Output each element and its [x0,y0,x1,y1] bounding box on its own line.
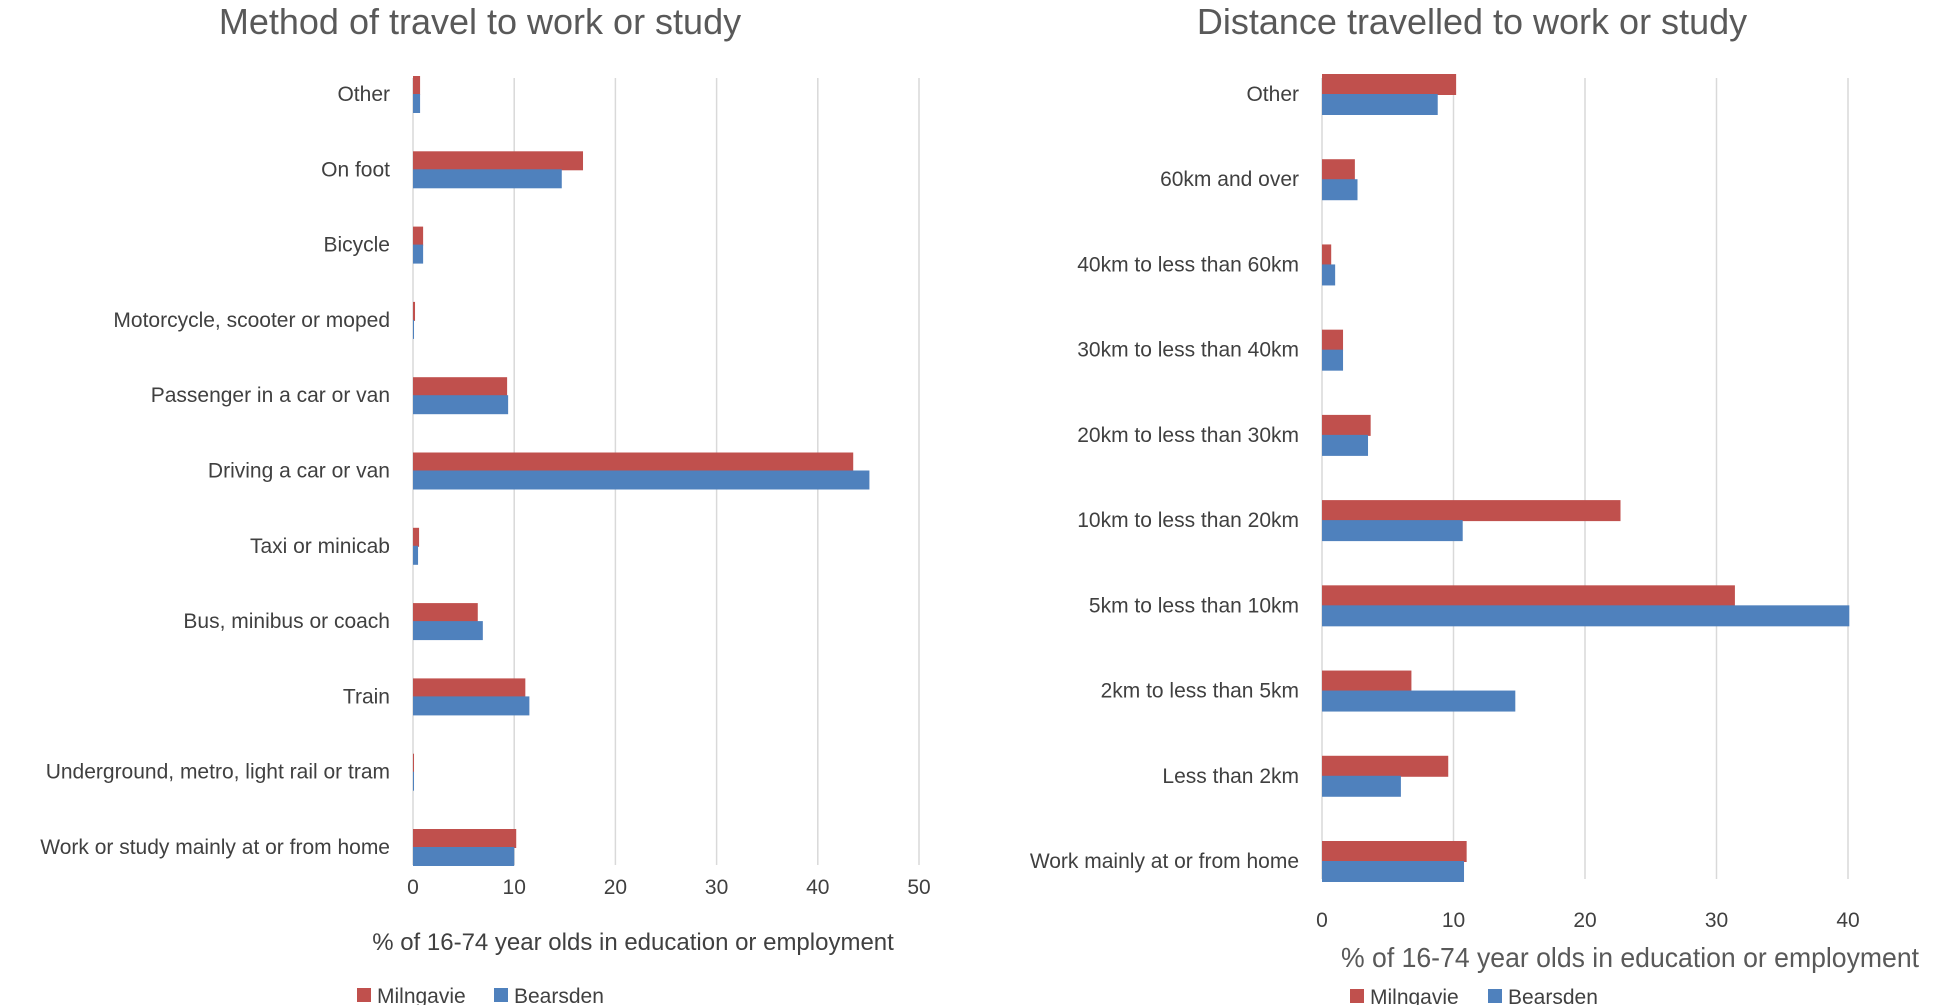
category-label: Passenger in a car or van [151,384,390,407]
x-tick-label: 30 [705,876,728,899]
bar-milngavie [413,151,584,171]
bar-bearsden [1322,520,1463,542]
bar-bearsden [413,545,419,565]
bar-milngavie [1322,329,1344,351]
bar-milngavie [1322,74,1457,95]
tick-labels: 0 10 20 30 40 50 [407,876,931,899]
bar-milngavie [1322,755,1449,777]
category-labels: Other On foot Bicycle Motorcycle, scooter o… [40,83,390,859]
bar-milngavie [413,452,854,472]
bar-bearsden [1322,690,1516,712]
category-label: Driving a car or van [208,460,390,483]
chart-title: Method of travel to work or study [219,1,741,42]
bar-bearsden [1322,179,1358,201]
bar-milngavie [413,829,517,848]
bar-bearsden [413,621,483,641]
x-axis-title: % of 16-74 year olds in education or emp… [1341,942,1919,973]
bar-milngavie [413,678,526,698]
x-tick-label: 20 [604,876,627,899]
bar-bearsden [413,94,421,113]
bar-bearsden [1322,605,1850,627]
gridlines [1321,78,1849,879]
bar-milngavie [413,603,478,623]
category-label: Other [337,83,390,106]
legend-swatch-bearsden [1488,989,1502,1003]
bar-bearsden [413,319,415,339]
category-label: Other [1246,83,1299,106]
category-label: Train [343,685,390,708]
x-tick-label: 50 [907,876,930,899]
category-label: 2km to less than 5km [1101,680,1299,703]
chart-title: Distance travelled to work or study [1197,1,1747,42]
x-tick-label: 40 [1836,909,1859,932]
category-label: Work mainly at or from home [1030,850,1299,873]
bars [413,76,870,866]
x-tick-label: 20 [1573,909,1596,932]
bar-bearsden [413,244,424,264]
bar-milngavie [1322,244,1332,266]
bar-bearsden [413,771,415,791]
bar-milngavie [1322,500,1621,522]
bar-bearsden [413,169,562,189]
bar-bearsden [1322,861,1465,882]
bar-milngavie [413,76,421,95]
bar-milngavie [1322,670,1412,692]
bar-milngavie [413,753,415,773]
x-tick-label: 10 [503,876,526,899]
tick-labels: 0 10 20 30 40 [1316,909,1860,932]
bar-bearsden [1322,775,1401,797]
category-label: Bicycle [323,234,390,257]
bar-milngavie [1322,841,1467,862]
bar-milngavie [413,377,508,397]
bar-milngavie [1322,585,1735,607]
legend-swatch-bearsden [494,988,508,1002]
x-tick-label: 0 [407,876,419,899]
legend-label-milngavie: Milngavie [377,985,466,1005]
legend: Milngavie Bearsden [1350,986,1598,1005]
category-label: 10km to less than 20km [1077,509,1299,532]
category-label: Work or study mainly at or from home [40,836,390,859]
chart-method-of-travel: Method of travel to work or study OtherO… [40,1,930,1005]
x-tick-label: 0 [1316,909,1328,932]
legend-label-bearsden: Bearsden [1508,986,1598,1005]
bar-bearsden [1322,94,1438,115]
category-label: Motorcycle, scooter or moped [113,309,390,332]
x-tick-label: 40 [806,876,829,899]
category-label: Less than 2km [1162,765,1299,788]
bar-milngavie [413,527,420,547]
category-label: On foot [321,158,390,181]
legend-label-bearsden: Bearsden [514,985,604,1005]
bar-milngavie [1322,414,1371,436]
bars [1322,74,1850,882]
category-label: 30km to less than 40km [1077,339,1299,362]
legend-swatch-milngavie [1350,989,1364,1003]
bar-bearsden [1322,434,1369,456]
category-label: Bus, minibus or coach [183,610,390,633]
category-label: Taxi or minicab [250,535,390,558]
category-labels: Other 60km and over 40km to less than 60km… [1030,83,1299,873]
x-tick-label: 10 [1442,909,1465,932]
chart-distance-travelled: Distance travelled to work or study Othe… [1030,1,1919,1005]
bar-bearsden [413,847,515,866]
bar-bearsden [413,395,509,415]
bar-bearsden [1322,349,1344,371]
category-label: 5km to less than 10km [1089,594,1299,617]
category-label: 40km to less than 60km [1077,253,1299,276]
bar-bearsden [1322,264,1336,286]
bar-milngavie [1322,159,1355,181]
legend-label-milngavie: Milngavie [1370,986,1459,1005]
category-label: 20km to less than 30km [1077,424,1299,447]
category-label: Underground, metro, light rail or tram [46,761,390,784]
x-tick-label: 30 [1705,909,1728,932]
bar-milngavie [413,301,416,321]
bar-bearsden [413,696,530,716]
x-axis-title: % of 16-74 year olds in education or emp… [372,929,894,956]
bar-milngavie [413,226,424,246]
legend-swatch-milngavie [357,988,371,1002]
legend: Milngavie Bearsden [357,985,604,1005]
bar-bearsden [413,470,870,490]
category-label: 60km and over [1160,168,1299,191]
